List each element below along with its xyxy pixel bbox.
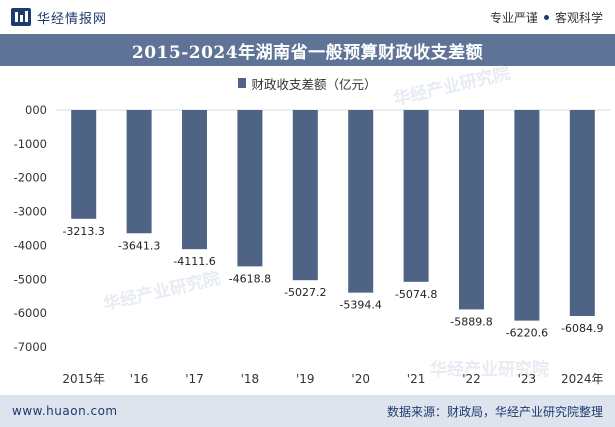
bar-'19	[292, 110, 318, 281]
data-label: -6220.6	[506, 327, 548, 340]
y-tick-label: -1000	[14, 137, 47, 151]
watermark-text: 华经产业研究院	[101, 268, 222, 315]
footer-source: 数据来源：财政局，华经产业研究院整理	[386, 404, 603, 419]
bar-'21	[403, 110, 429, 282]
bar-2015年	[71, 110, 97, 219]
watermark-text: 华经产业研究院	[391, 63, 512, 110]
x-tick-label: '18	[241, 372, 260, 386]
x-tick-label: '21	[407, 372, 426, 386]
bar-'16	[126, 110, 152, 234]
bar-'23	[514, 110, 540, 321]
x-tick-label: '16	[130, 372, 149, 386]
x-tick-label: 2015年	[62, 372, 105, 386]
y-tick-label: -6000	[14, 306, 47, 320]
y-tick-label: -7000	[14, 340, 47, 354]
watermark-text: 华经产业研究院	[430, 359, 549, 380]
tag-professional: 专业严谨	[489, 10, 538, 25]
data-label: -5074.8	[395, 288, 437, 301]
bar-'17	[182, 110, 207, 250]
data-label: -5027.2	[284, 286, 326, 299]
bar-'22	[459, 110, 484, 310]
x-tick-label: '17	[185, 372, 204, 386]
legend-label: 财政收支差额（亿元）	[251, 76, 377, 92]
brand-name: 华经情报网	[37, 11, 108, 27]
bar-chart: 华经产业研究院华经产业研究院华经产业研究院000-1000-2000-3000-…	[14, 63, 610, 386]
title-bar: 2015-2024年湖南省一般预算财政收支差额	[0, 34, 615, 66]
x-tick-label: '23	[518, 372, 537, 386]
y-tick-label: -5000	[14, 272, 47, 286]
x-tick-label: '22	[462, 372, 481, 386]
y-tick-label: -4000	[14, 238, 47, 252]
huajing-logo-icon	[11, 8, 31, 26]
y-tick-label: -2000	[14, 171, 47, 185]
data-label: -4111.6	[173, 255, 215, 268]
data-label: -3641.3	[118, 239, 160, 252]
bar-'20	[348, 110, 374, 293]
legend-swatch	[238, 78, 247, 88]
x-tick-label: '19	[296, 372, 315, 386]
data-label: -4618.8	[229, 272, 271, 285]
brand[interactable]: 华经情报网	[10, 6, 107, 28]
data-label: -6084.9	[561, 322, 603, 335]
bar-'18	[237, 110, 263, 267]
x-tick-label: '20	[351, 372, 370, 386]
data-label: -3213.3	[62, 225, 104, 238]
footer-url[interactable]: www.huaon.com	[12, 404, 118, 418]
chart-title: 2015-2024年湖南省一般预算财政收支差额	[131, 42, 484, 63]
tag-objective: 客观科学	[554, 10, 603, 25]
y-tick-label: 000	[25, 103, 47, 117]
data-label: -5889.8	[450, 315, 492, 328]
x-tick-label: 2024年	[561, 372, 604, 386]
bar-2024年	[569, 110, 595, 317]
separator-dot-icon	[543, 14, 549, 20]
data-label: -5394.4	[339, 299, 381, 312]
y-tick-label: -3000	[14, 205, 47, 219]
chart-legend: 财政收支差额（亿元）	[0, 72, 615, 94]
top-bar: 华经情报网 专业严谨 客观科学	[0, 0, 615, 34]
slogan-tags: 专业严谨 客观科学	[490, 9, 603, 26]
footer-bar: www.huaon.com 数据来源：财政局，华经产业研究院整理	[0, 395, 615, 427]
